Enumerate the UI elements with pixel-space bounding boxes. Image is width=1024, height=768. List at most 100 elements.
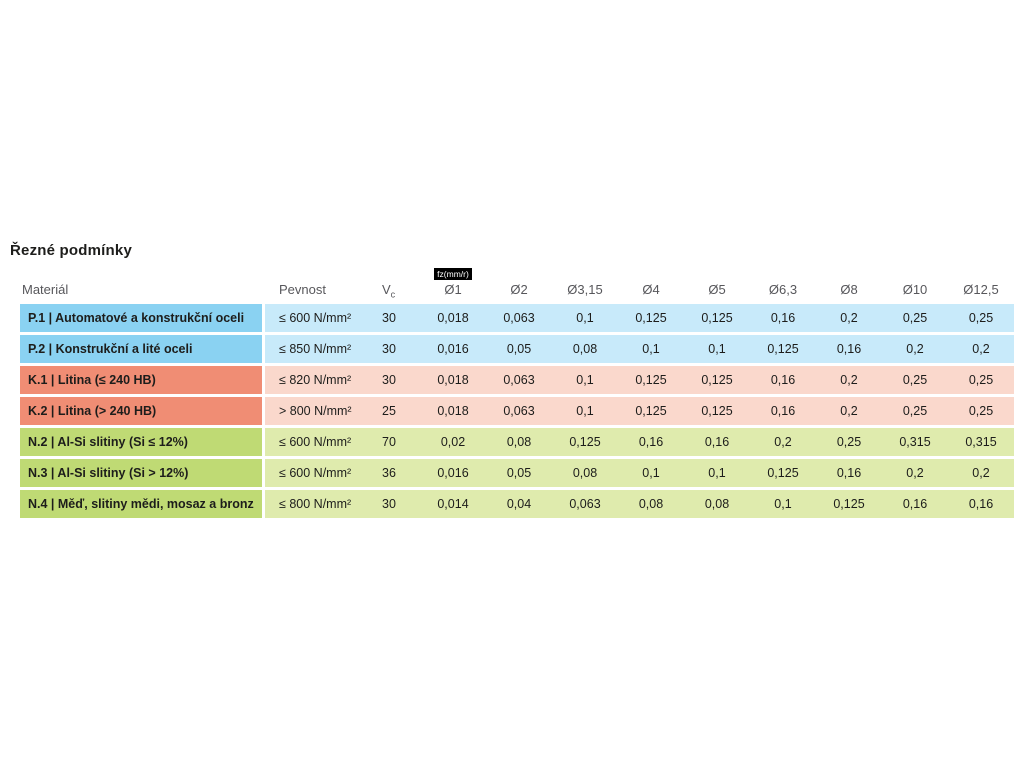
fz-value-cell: 0,125 bbox=[816, 490, 882, 518]
table-row: P.1 | Automatové a konstrukční oceli ≤ 60… bbox=[20, 304, 1014, 332]
fz-value-cell: 0,315 bbox=[948, 428, 1014, 456]
fz-value-cell: 0,05 bbox=[486, 335, 552, 363]
fz-value-cell: 0,063 bbox=[486, 397, 552, 425]
material-cell: K.1 | Litina (≤ 240 HB) bbox=[20, 366, 265, 394]
fz-value-cell: 0,063 bbox=[552, 490, 618, 518]
diameter-header-label: Ø12,5 bbox=[963, 282, 999, 298]
fz-value-cell: 0,125 bbox=[618, 366, 684, 394]
vc-cell: 30 bbox=[370, 490, 420, 518]
header-vc-label: Vc bbox=[382, 282, 396, 300]
vc-cell: 30 bbox=[370, 304, 420, 332]
fz-value-cell: 0,2 bbox=[816, 366, 882, 394]
vc-subscript: c bbox=[390, 289, 396, 300]
fz-value-cell: 0,08 bbox=[684, 490, 750, 518]
pevnost-cell: ≤ 600 N/mm² bbox=[265, 304, 370, 332]
fz-value-cell: 0,16 bbox=[750, 366, 816, 394]
vc-cell: 25 bbox=[370, 397, 420, 425]
fz-value-cell: 0,315 bbox=[882, 428, 948, 456]
fz-value-cell: 0,125 bbox=[750, 335, 816, 363]
header-vc: Vc bbox=[370, 266, 420, 300]
fz-value-cell: 0,2 bbox=[948, 335, 1014, 363]
fz-value-cell: 0,018 bbox=[420, 304, 486, 332]
material-cell: N.2 | Al-Si slitiny (Si ≤ 12%) bbox=[20, 428, 265, 456]
fz-value-cell: 0,125 bbox=[750, 459, 816, 487]
fz-value-cell: 0,125 bbox=[684, 366, 750, 394]
diameter-header-label: Ø2 bbox=[510, 282, 528, 298]
fz-value-cell: 0,25 bbox=[882, 397, 948, 425]
fz-value-cell: 0,125 bbox=[618, 304, 684, 332]
fz-value-cell: 0,16 bbox=[750, 397, 816, 425]
vc-cell: 30 bbox=[370, 366, 420, 394]
pevnost-cell: ≤ 820 N/mm² bbox=[265, 366, 370, 394]
fz-value-cell: 0,125 bbox=[552, 428, 618, 456]
table-row: N.2 | Al-Si slitiny (Si ≤ 12%) ≤ 600 N/mm… bbox=[20, 428, 1014, 456]
fz-value-cell: 0,1 bbox=[552, 366, 618, 394]
header-diameter-9: Ø12,5 bbox=[948, 266, 1014, 298]
fz-value-cell: 0,16 bbox=[816, 335, 882, 363]
fz-value-cell: 0,25 bbox=[948, 304, 1014, 332]
header-material: Materiál bbox=[20, 266, 265, 298]
diameter-header-label: Ø8 bbox=[840, 282, 858, 298]
fz-value-cell: 0,02 bbox=[420, 428, 486, 456]
material-cell: P.1 | Automatové a konstrukční oceli bbox=[20, 304, 265, 332]
header-diameter-1: fz(mm/r) Ø1 bbox=[420, 266, 486, 298]
pevnost-cell: ≤ 850 N/mm² bbox=[265, 335, 370, 363]
diameter-header-label: Ø10 bbox=[902, 282, 928, 298]
header-diameter-7: Ø8 bbox=[816, 266, 882, 298]
header-diameter-3: Ø3,15 bbox=[552, 266, 618, 298]
fz-value-cell: 0,063 bbox=[486, 304, 552, 332]
table-row: N.3 | Al-Si slitiny (Si > 12%) ≤ 600 N/mm… bbox=[20, 459, 1014, 487]
material-cell: N.3 | Al-Si slitiny (Si > 12%) bbox=[20, 459, 265, 487]
table-row: P.2 | Konstrukční a lité oceli ≤ 850 N/mm… bbox=[20, 335, 1014, 363]
fz-value-cell: 0,08 bbox=[552, 335, 618, 363]
fz-value-cell: 0,16 bbox=[816, 459, 882, 487]
fz-value-cell: 0,08 bbox=[486, 428, 552, 456]
pevnost-cell: ≤ 800 N/mm² bbox=[265, 490, 370, 518]
header-material-label: Materiál bbox=[22, 282, 69, 298]
fz-value-cell: 0,2 bbox=[882, 459, 948, 487]
fz-value-cell: 0,1 bbox=[618, 459, 684, 487]
fz-value-cell: 0,08 bbox=[618, 490, 684, 518]
header-pevnost: Pevnost bbox=[265, 266, 370, 298]
fz-value-cell: 0,1 bbox=[552, 304, 618, 332]
fz-value-cell: 0,16 bbox=[750, 304, 816, 332]
fz-value-cell: 0,25 bbox=[948, 366, 1014, 394]
material-cell: P.2 | Konstrukční a lité oceli bbox=[20, 335, 265, 363]
fz-value-cell: 0,2 bbox=[816, 304, 882, 332]
header-diameter-4: Ø4 bbox=[618, 266, 684, 298]
header-diameter-5: Ø5 bbox=[684, 266, 750, 298]
page-title: Řezné podmínky bbox=[10, 242, 132, 259]
pevnost-cell: > 800 N/mm² bbox=[265, 397, 370, 425]
fz-value-cell: 0,1 bbox=[750, 490, 816, 518]
fz-value-cell: 0,018 bbox=[420, 366, 486, 394]
fz-value-cell: 0,2 bbox=[948, 459, 1014, 487]
table-header-row: Materiál Pevnost Vc fz(mm/r) Ø1 Ø2 Ø3,15 Ø4 Ø… bbox=[20, 266, 1014, 300]
fz-value-cell: 0,2 bbox=[816, 397, 882, 425]
diameter-header-label: Ø1 bbox=[444, 282, 462, 298]
fz-value-cell: 0,25 bbox=[948, 397, 1014, 425]
fz-unit-badge: fz(mm/r) bbox=[434, 267, 472, 281]
fz-value-cell: 0,25 bbox=[816, 428, 882, 456]
fz-value-cell: 0,16 bbox=[882, 490, 948, 518]
diameter-header-label: Ø5 bbox=[708, 282, 726, 298]
fz-value-cell: 0,08 bbox=[552, 459, 618, 487]
fz-value-cell: 0,125 bbox=[684, 304, 750, 332]
fz-value-cell: 0,125 bbox=[618, 397, 684, 425]
fz-value-cell: 0,014 bbox=[420, 490, 486, 518]
vc-cell: 30 bbox=[370, 335, 420, 363]
fz-value-cell: 0,1 bbox=[552, 397, 618, 425]
fz-value-cell: 0,25 bbox=[882, 304, 948, 332]
pevnost-cell: ≤ 600 N/mm² bbox=[265, 428, 370, 456]
fz-value-cell: 0,25 bbox=[882, 366, 948, 394]
fz-value-cell: 0,1 bbox=[684, 459, 750, 487]
pevnost-cell: ≤ 600 N/mm² bbox=[265, 459, 370, 487]
table-row: K.2 | Litina (> 240 HB) > 800 N/mm² 25 0,01… bbox=[20, 397, 1014, 425]
fz-value-cell: 0,04 bbox=[486, 490, 552, 518]
table-row: N.4 | Měď, slitiny mědi, mosaz a bronz ≤ … bbox=[20, 490, 1014, 518]
header-diameter-6: Ø6,3 bbox=[750, 266, 816, 298]
fz-value-cell: 0,016 bbox=[420, 335, 486, 363]
fz-value-cell: 0,125 bbox=[684, 397, 750, 425]
diameter-header-label: Ø4 bbox=[642, 282, 660, 298]
cutting-conditions-table: Materiál Pevnost Vc fz(mm/r) Ø1 Ø2 Ø3,15 Ø4 Ø… bbox=[20, 266, 1014, 521]
